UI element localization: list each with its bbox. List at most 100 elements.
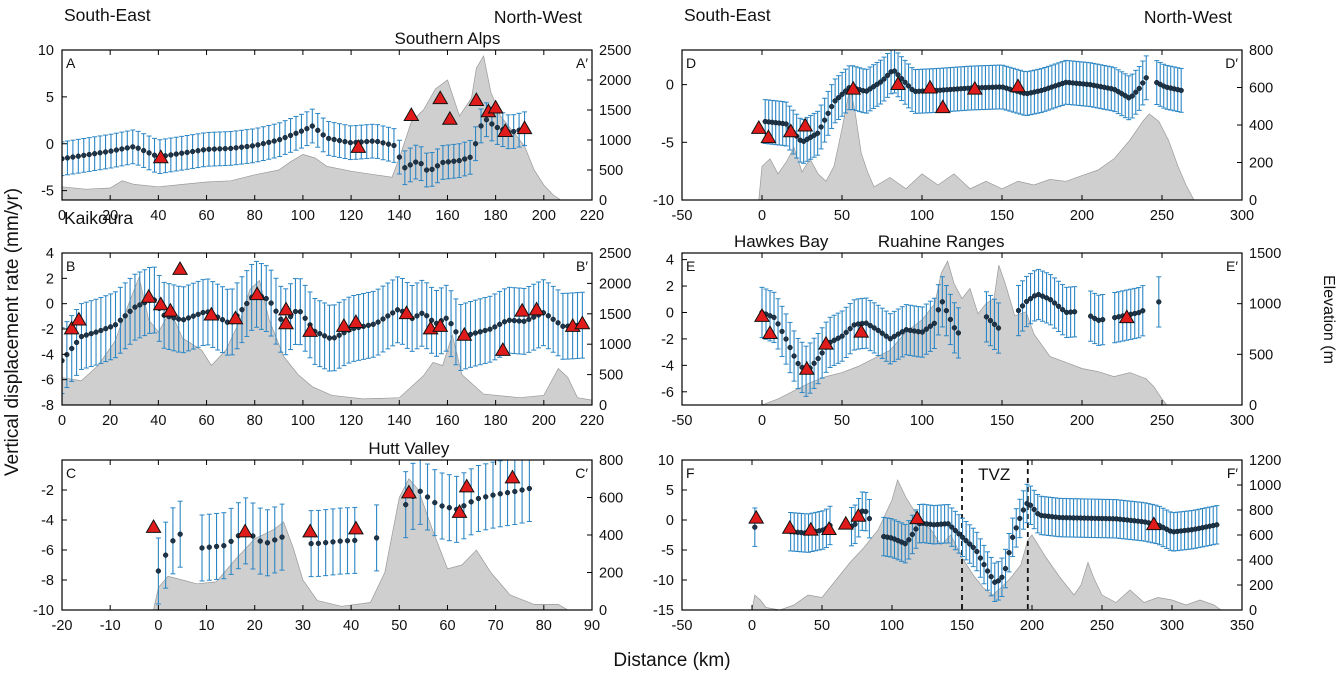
panel-e: -50 0 50 100 150 200 250 300 -6 -4 -2 0 2 4 0 500 1000 15… [661, 232, 1281, 429]
gps-station-triangle [468, 92, 485, 106]
data-point [317, 331, 323, 337]
y-axis-label-right: Elevation (m [1320, 275, 1336, 364]
data-point [282, 134, 288, 141]
x-tick-label: 0 [154, 618, 162, 634]
data-point [287, 132, 294, 139]
data-point [521, 318, 527, 325]
y-tick-label: -4 [661, 358, 674, 374]
gps-station-triangle [1145, 516, 1162, 531]
gps-station-triangle [890, 76, 906, 90]
data-point [839, 91, 845, 97]
data-point [1006, 550, 1012, 556]
data-point [88, 330, 94, 337]
data-point [233, 145, 239, 151]
data-point [456, 158, 462, 164]
panel-f: -50 0 50 100 150 200 250 300 350-15-10-505100200… [653, 453, 1281, 634]
y-tick-label: 0 [46, 137, 54, 153]
data-point [140, 147, 147, 154]
y-tick-label: 2 [666, 279, 674, 295]
y2-tick-label: 0 [599, 398, 607, 414]
data-point [206, 544, 212, 550]
data-point [511, 317, 517, 324]
y-tick-label: -5 [661, 135, 674, 151]
x-tick-label: 0 [748, 618, 756, 634]
x-tick-label: 60 [198, 413, 214, 429]
gps-station-triangle [922, 79, 938, 94]
data-point [122, 313, 128, 319]
data-point [108, 148, 114, 154]
data-point [483, 494, 489, 500]
data-point [434, 163, 441, 169]
gps-station-triangle [249, 286, 266, 301]
data-point [347, 140, 354, 146]
y-tick-label: 0 [666, 78, 674, 94]
data-point [1143, 75, 1149, 81]
place-annotation: Hawkes Bay [734, 232, 829, 251]
data-point [323, 539, 329, 546]
x-tick-label: 90 [584, 618, 600, 634]
data-point [516, 318, 522, 324]
y2-tick-label: 800 [1249, 43, 1273, 59]
y2-tick-label: 0 [1249, 603, 1257, 619]
gps-station-triangle [70, 311, 87, 326]
data-point [211, 146, 218, 152]
x-tick-label: 100 [910, 413, 934, 429]
data-point [278, 316, 284, 322]
gps-station-triangle [837, 515, 854, 530]
y2-tick-label: 1000 [1249, 297, 1281, 313]
x-tick-label: 80 [247, 208, 263, 224]
data-point [956, 531, 962, 537]
gps-station-triangle [754, 307, 770, 322]
gps-station-triangle [818, 335, 834, 350]
direction-label-right: North-West [494, 7, 582, 27]
data-point [512, 488, 518, 495]
data-point [818, 124, 824, 130]
gps-station-triangle [1010, 78, 1026, 93]
data-point [787, 344, 793, 351]
data-point [268, 300, 274, 306]
x-tick-label: -10 [100, 618, 121, 634]
x-tick-label: 220 [580, 208, 604, 224]
y2-tick-label: 400 [1249, 118, 1273, 134]
gps-station-triangle [845, 80, 862, 95]
data-point [228, 538, 234, 545]
panel-label-left: D [686, 55, 696, 71]
x-tick-label: 120 [339, 413, 363, 429]
data-point [221, 543, 227, 549]
data-point [344, 538, 351, 544]
data-point [1129, 93, 1135, 99]
data-point [445, 159, 452, 165]
data-point [482, 327, 488, 334]
data-point [951, 325, 958, 331]
data-point [272, 537, 278, 543]
data-point [995, 578, 1001, 584]
data-point [891, 68, 898, 74]
data-point [881, 76, 887, 82]
data-point [970, 544, 976, 551]
y-tick-label: -5 [661, 543, 674, 559]
data-point [195, 148, 201, 154]
gps-station-triangle [432, 90, 449, 105]
x-tick-label: 50 [834, 413, 850, 429]
x-tick-label: -50 [672, 208, 693, 224]
data-point [461, 503, 467, 509]
x-tick-label: 160 [435, 208, 459, 224]
y2-tick-label: 200 [599, 566, 623, 582]
gps-station-triangle [909, 510, 926, 525]
gps-station-triangle [441, 110, 458, 125]
data-point [1051, 300, 1058, 306]
data-point [292, 308, 299, 315]
data-point [298, 128, 305, 134]
data-point [239, 307, 245, 313]
data-point [117, 317, 124, 323]
data-point [877, 79, 884, 85]
data-point [815, 355, 821, 362]
elevation-profile [758, 87, 1195, 200]
gps-station-triangle [63, 320, 80, 335]
data-point [560, 323, 566, 329]
data-point [967, 541, 973, 547]
data-point [423, 167, 430, 173]
data-point [991, 321, 998, 327]
data-point [1136, 85, 1142, 92]
x-tick-label: 80 [247, 413, 263, 429]
